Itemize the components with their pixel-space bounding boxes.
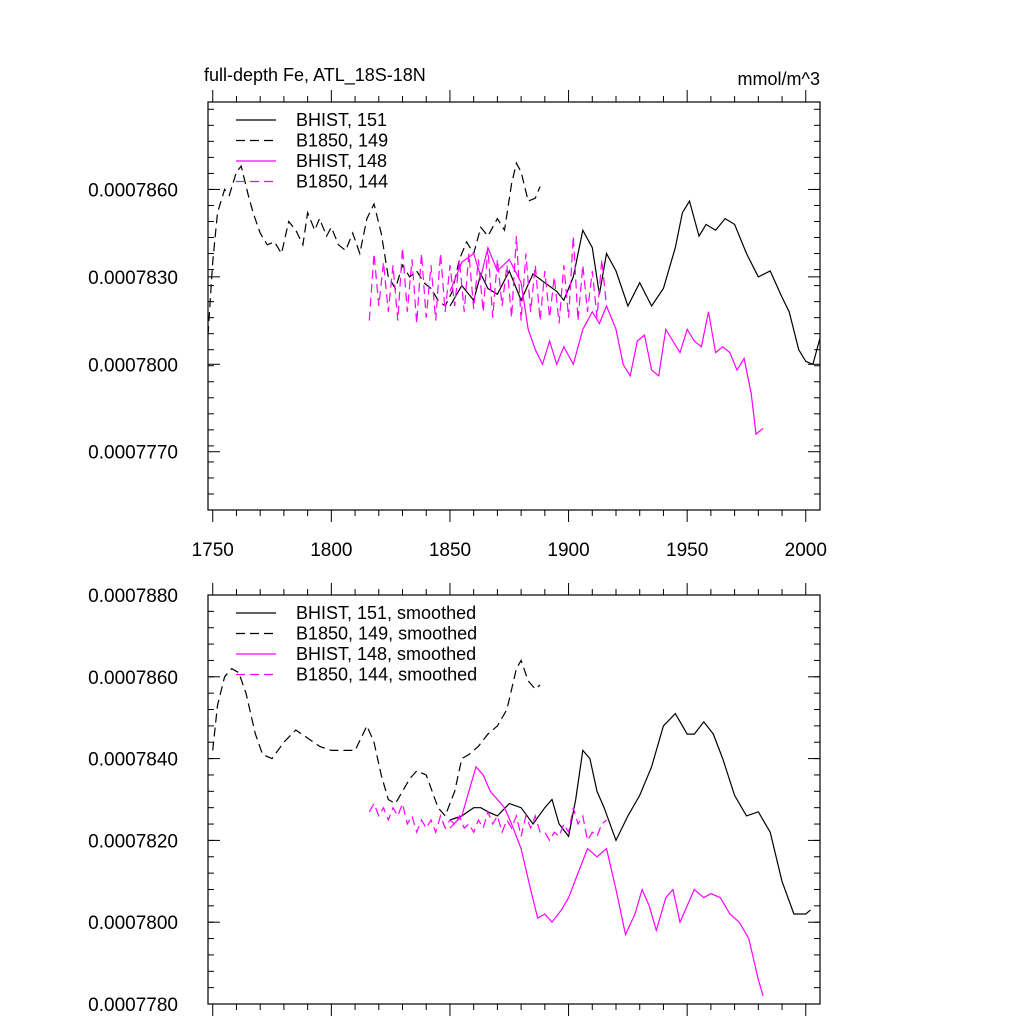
y-tick-label: 0.0007840 [88,750,178,771]
x-tick-label: 1950 [666,540,708,561]
plot-frame [207,594,821,1005]
plot-frame [207,101,821,511]
y-tick-label: 0.0007820 [88,831,178,852]
series-line-1 [212,658,541,818]
series-line-1 [208,161,541,336]
y-tick-label: 0.0007860 [88,180,178,201]
legend-label: BHIST, 148 [296,151,387,171]
y-tick-label: 0.0007860 [88,668,178,689]
y-tick-label: 0.0007780 [88,995,178,1016]
series-line-3 [368,801,607,843]
y-tick-label: 0.0007770 [88,443,178,464]
legend-label: BHIST, 151 [296,110,387,130]
x-tick-label: 2000 [785,540,827,561]
top-panel: full-depth Fe, ATL_18S-18N mmol/m^3 1750… [88,65,827,561]
chart-title: full-depth Fe, ATL_18S-18N [204,65,426,86]
series-line-2 [449,245,764,436]
chart-units: mmol/m^3 [738,69,820,89]
legend-label: B1850, 144 [296,172,388,192]
legend-label: B1850, 144, smoothed [296,665,477,685]
y-tick-label: 0.0007830 [88,268,178,289]
y-tick-label: 0.0007800 [88,913,178,934]
bottom-panel: 0.0007780 0.0007800 0.0007820 0.0007840 0.00… [88,583,821,1016]
legend-label: BHIST, 148, smoothed [296,644,476,664]
legend-label: B1850, 149, smoothed [296,624,477,644]
legend-label: BHIST, 151, smoothed [296,603,476,623]
legend-label: B1850, 149 [296,131,388,151]
y-tick-label: 0.0007800 [88,355,178,376]
x-tick-label: 1750 [192,540,234,561]
series-line-3 [368,236,608,324]
x-tick-label: 1900 [547,540,589,561]
y-tick-label: 0.0007880 [88,586,178,607]
series-line-2 [449,765,764,996]
x-tick-label: 1800 [310,540,352,561]
series-line-0 [449,712,811,915]
x-tick-label: 1850 [429,540,471,561]
